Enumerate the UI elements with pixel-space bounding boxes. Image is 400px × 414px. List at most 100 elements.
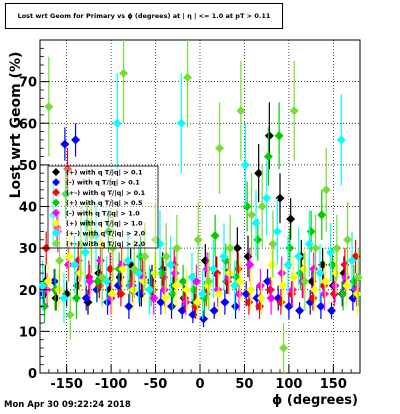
chart-title: Lost wrt Geom for Primary vs ϕ (degrees)… (17, 12, 271, 20)
data-point (118, 264, 128, 274)
x-tick-label: 0 (195, 377, 204, 392)
data-point (172, 243, 182, 253)
legend-marker (52, 168, 60, 176)
data-point (240, 160, 250, 170)
data-point (96, 239, 106, 249)
data-point (286, 214, 296, 224)
data-point (279, 343, 289, 353)
data-point (336, 135, 346, 145)
data-point (144, 285, 154, 295)
legend: (+) with q T/|q| > 0.1(-) with q T/|q| >… (47, 165, 159, 249)
data-point (232, 243, 242, 253)
data-point (225, 243, 235, 253)
data-point (71, 135, 81, 145)
timestamp-footer: Mon Apr 30 09:22:24 2018 (4, 400, 131, 410)
data-point (300, 276, 310, 286)
data-point (266, 293, 276, 303)
data-point (87, 231, 97, 241)
data-point (230, 281, 240, 291)
data-point (320, 276, 330, 286)
data-point (198, 289, 208, 299)
data-point (85, 276, 95, 286)
y-axis-label: Lost wrt Geom (%) (8, 52, 24, 199)
data-point (75, 268, 85, 278)
data-point (71, 293, 81, 303)
data-point (149, 293, 159, 303)
x-tick-label: 50 (235, 377, 253, 392)
x-tick-label: -150 (50, 377, 83, 392)
data-point (274, 131, 284, 141)
data-point (181, 297, 191, 307)
data-point (343, 235, 353, 245)
y-tick-label: 30 (19, 242, 37, 257)
legend-label: (-) with q T/|q| > 1.0 (66, 209, 140, 218)
data-point (182, 285, 192, 295)
data-point (263, 152, 273, 162)
legend-label: (+) with q T/|q| > 0.5 (66, 199, 143, 208)
axes: -150 -100 -50 0 50 100 150 0 10 20 30 40 50 60 70 (19, 39, 361, 392)
data-point (299, 264, 309, 274)
data-point (192, 297, 202, 307)
data-point (160, 293, 170, 303)
data-point (316, 301, 326, 311)
y-tick-label: 50 (19, 159, 37, 174)
legend-marker (52, 229, 60, 238)
data-point (55, 256, 65, 266)
data-point (347, 256, 357, 266)
legend-marker (52, 198, 60, 207)
data-point (304, 239, 314, 249)
data-point (236, 106, 246, 116)
y-tick-label: 60 (19, 117, 37, 132)
data-point (44, 102, 54, 112)
y-tick-label: 0 (28, 367, 37, 382)
data-point (178, 276, 188, 286)
data-point (64, 251, 74, 261)
data-point (54, 285, 64, 295)
data-point (247, 210, 257, 220)
data-series (42, 210, 361, 315)
data-point (61, 189, 71, 199)
data-point (251, 218, 261, 228)
legend-label: (-) with q T/|q| > 0.1 (66, 179, 140, 188)
data-point (342, 281, 352, 291)
data-series (38, 73, 357, 324)
data-point (310, 285, 320, 295)
data-point (135, 289, 145, 299)
data-point (140, 251, 150, 261)
data-point (327, 306, 337, 316)
data-point (235, 276, 245, 286)
data-point (65, 310, 75, 320)
x-tick-label: -100 (95, 377, 128, 392)
data-point (315, 268, 325, 278)
legend-label: (+) with q T/|q| > 1.0 (66, 220, 143, 229)
data-series (43, 206, 362, 319)
data-point (62, 289, 72, 299)
data-series (44, 40, 363, 373)
data-point (70, 260, 80, 270)
data-point (171, 281, 181, 291)
data-point (214, 289, 224, 299)
data-point (295, 306, 305, 316)
y-tick-label: 20 (19, 284, 37, 299)
data-point (268, 239, 278, 249)
x-tick-label: -50 (144, 377, 168, 392)
data-point (80, 247, 90, 257)
legend-marker (52, 219, 60, 227)
legend-label: (+-) with q T/|q| > 2.0 (66, 240, 146, 249)
data-point (234, 289, 244, 299)
data-point (287, 285, 297, 295)
data-point (209, 306, 219, 316)
data-point (262, 193, 272, 203)
data-point (254, 168, 264, 178)
x-axis-label: ϕ (degrees) (272, 393, 358, 408)
data-point (245, 260, 255, 270)
data-point (352, 289, 362, 299)
data-point (215, 143, 225, 153)
data-point (81, 293, 91, 303)
data-point (124, 301, 134, 311)
data-point (264, 131, 274, 141)
legend-label: (+-) with q T/|q| > 0.1 (66, 189, 146, 198)
data-point (294, 251, 304, 261)
data-point (193, 235, 203, 245)
